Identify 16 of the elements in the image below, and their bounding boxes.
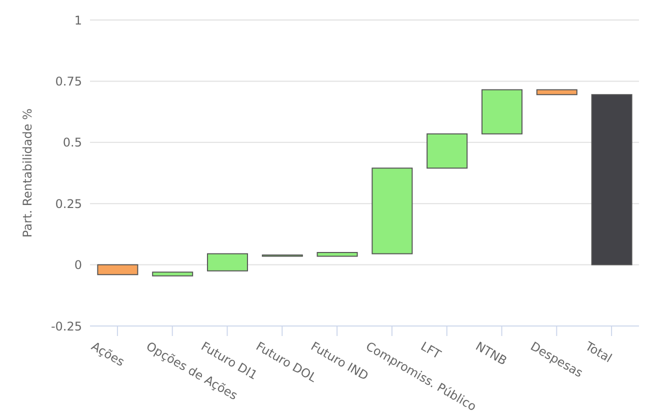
bar <box>481 89 522 134</box>
bar <box>372 168 413 254</box>
bar <box>591 94 632 266</box>
bar <box>536 89 578 96</box>
bar <box>152 272 194 276</box>
bar <box>316 252 358 257</box>
y-tick-label: 0.5 <box>62 136 82 150</box>
y-tick-label: 0.25 <box>55 196 82 211</box>
bar <box>426 133 468 169</box>
y-tick-label: 0 <box>74 258 82 272</box>
y-axis-title: Part. Rentabilidade % <box>20 108 34 238</box>
bar <box>206 253 248 272</box>
y-tick-label: 1 <box>74 13 82 28</box>
bar <box>97 264 138 276</box>
y-tick-label: 0.75 <box>55 74 82 88</box>
y-tick-label: -0.25 <box>50 319 82 334</box>
